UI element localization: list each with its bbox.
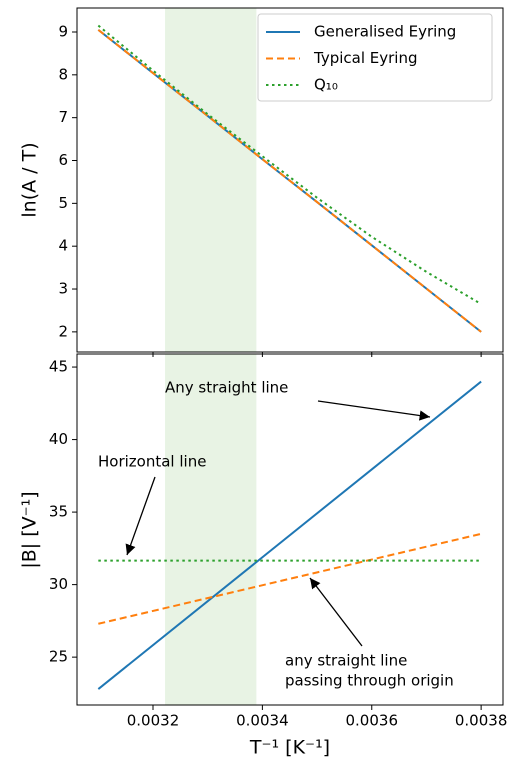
y-tick-label: 35 — [49, 503, 68, 521]
annotation-arrow — [317, 400, 431, 421]
legend-label: Generalised Eyring — [314, 23, 456, 41]
y-tick-label: 6 — [58, 151, 68, 169]
y-tick-label: 9 — [58, 22, 68, 40]
y-axis-label: |B| [V⁻¹] — [19, 491, 41, 568]
axes-frame — [76, 353, 504, 706]
y-tick-label: 2 — [58, 322, 68, 340]
shaded-span — [165, 354, 257, 705]
x-tick-label: 0.0032 — [127, 712, 180, 730]
legend-label: Typical Eyring — [313, 49, 417, 67]
y-tick-label: 45 — [49, 358, 68, 376]
axes-frame — [76, 7, 504, 353]
x-axis-label: T⁻¹ [K⁻¹] — [249, 737, 330, 759]
annotation: passing through origin — [285, 672, 454, 690]
legend-box — [257, 13, 493, 102]
series-line — [98, 532, 482, 625]
y-tick-label: 5 — [58, 194, 68, 212]
y-tick-label: 25 — [49, 648, 68, 666]
y-tick-label: 40 — [49, 430, 68, 448]
series-line — [97, 29, 482, 333]
y-tick-label: 7 — [58, 108, 68, 126]
y-tick-label: 8 — [58, 65, 68, 83]
y-axis-label: ln(A / T) — [19, 142, 41, 217]
x-tick-label: 0.0034 — [236, 712, 289, 730]
y-tick-label: 3 — [58, 280, 68, 298]
series-line — [97, 380, 482, 690]
y-tick-label: 4 — [58, 237, 68, 255]
x-tick-label: 0.0036 — [346, 712, 399, 730]
legend-label: Q₁₀ — [314, 76, 338, 94]
annotation: Horizontal line — [98, 453, 206, 471]
annotation-arrow — [125, 476, 156, 556]
annotation-arrow — [309, 577, 363, 647]
annotation: Any straight line — [165, 379, 288, 397]
annotation: any straight line — [285, 652, 407, 670]
y-tick-label: 30 — [49, 575, 68, 593]
shaded-span — [165, 8, 257, 352]
x-tick-label: 0.0038 — [455, 712, 508, 730]
